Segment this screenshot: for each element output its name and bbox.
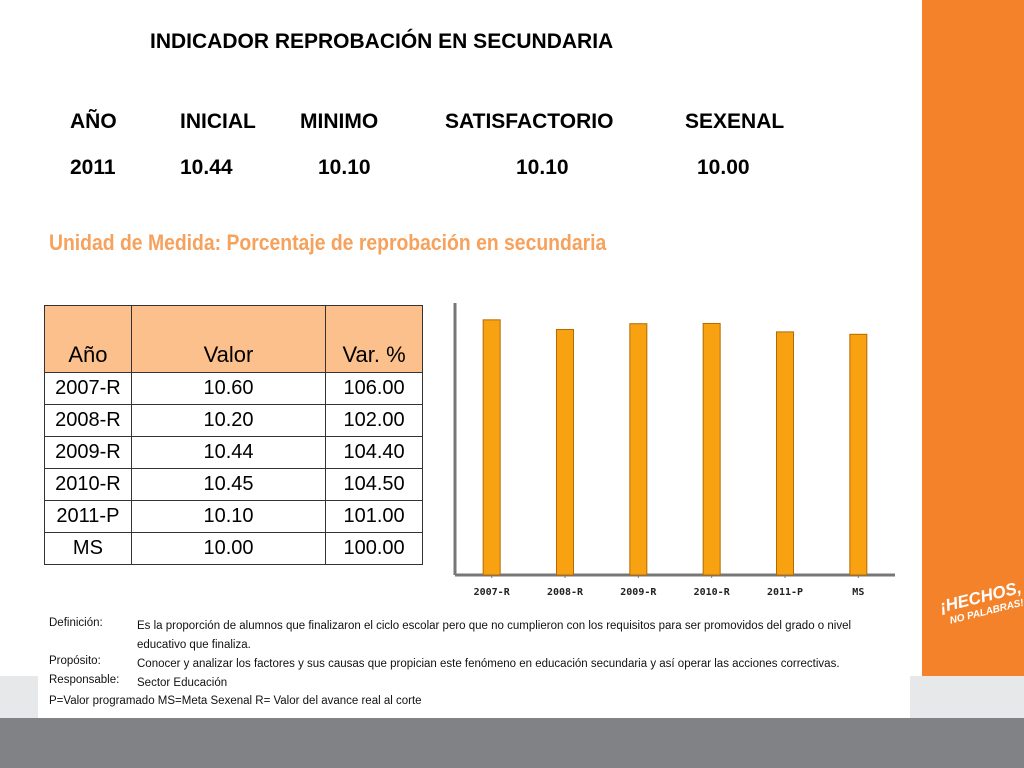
table-header-var: Var. % (325, 305, 423, 373)
x-tick-label: 2009-R (620, 587, 657, 598)
indicator-header-satisfactory: SATISFACTORIO (445, 110, 614, 133)
responsible-text: Sector Educación (137, 677, 228, 689)
x-tick-label: 2008-R (547, 587, 584, 598)
indicator-value-sexenal: 10.00 (697, 156, 750, 179)
x-tick-label: 2010-R (694, 587, 731, 598)
responsible-label: Responsable: (49, 674, 120, 686)
bar-2007-r (482, 319, 501, 576)
responsible-row: Responsable: Sector Educación (49, 674, 899, 693)
page-title: INDICADOR REPROBACIÓN EN SECUNDARIA (150, 30, 614, 53)
unit-of-measure: Unidad de Medida: Porcentaje de reprobac… (49, 230, 607, 255)
data-table: Año Valor Var. % 2007-R 10.60 106.00 200… (44, 305, 423, 565)
table-cell-value: 10.60 (130, 372, 327, 405)
definition-text: Es la proporción de alumnos que finaliza… (137, 620, 852, 651)
table-cell-year: 2011-P (44, 500, 132, 533)
indicator-header-initial: INICIAL (180, 110, 256, 133)
table-row: 2009-R 10.44 104.40 (44, 436, 423, 469)
table-cell-year: 2009-R (44, 436, 132, 469)
orange-side-bar (922, 0, 1024, 676)
table-cell-year: 2008-R (44, 404, 132, 437)
purpose-row: Propósito: Conocer y analizar los factor… (49, 655, 899, 674)
table-cell-var: 104.50 (325, 468, 423, 501)
bar-2008-r (556, 328, 574, 576)
x-tick-label: 2007-R (474, 587, 511, 598)
indicator-value-year: 2011 (70, 156, 116, 179)
definition-panel (38, 600, 910, 718)
indicator-value-minimum: 10.10 (318, 156, 371, 179)
table-cell-var: 100.00 (325, 532, 423, 565)
table-row: 2008-R 10.20 102.00 (44, 404, 423, 437)
table-header-row: Año Valor Var. % (44, 305, 423, 373)
definition-row: Definición: Es la proporción de alumnos … (49, 617, 899, 651)
table-cell-value: 10.10 (130, 500, 327, 533)
bar-chart: 2007-R 2008-R 2009-R 2010-R 2011-P MS (453, 303, 895, 598)
abbreviation-legend: P=Valor programado MS=Meta Sexenal R= Va… (49, 695, 422, 707)
definition-block: Definición: Es la proporción de alumnos … (49, 617, 899, 693)
indicator-value-satisfactory: 10.10 (516, 156, 569, 179)
indicator-header-minimum: MINIMO (300, 110, 379, 133)
table-header-value: Valor (130, 305, 327, 373)
table-header-year: Año (44, 305, 132, 373)
purpose-label: Propósito: (49, 655, 101, 667)
table-cell-year: 2010-R (44, 468, 132, 501)
table-row: 2011-P 10.10 101.00 (44, 500, 423, 533)
table-row: 2007-R 10.60 106.00 (44, 372, 423, 405)
footer-dark-band (0, 718, 1024, 768)
indicator-header-year: AÑO (70, 110, 117, 133)
x-tick-label: 2011-P (767, 587, 803, 598)
table-row: 2010-R 10.45 104.50 (44, 468, 423, 501)
indicator-header-sexenal: SEXENAL (685, 110, 785, 133)
x-tick-label: MS (852, 587, 864, 598)
table-cell-year: MS (44, 532, 132, 565)
table-cell-value: 10.20 (130, 404, 327, 437)
table-cell-value: 10.44 (130, 436, 327, 469)
table-cell-var: 102.00 (325, 404, 423, 437)
table-row: MS 10.00 100.00 (44, 532, 423, 565)
table-cell-var: 104.40 (325, 436, 423, 469)
bar-2009-r (629, 323, 648, 576)
bar-2010-r (702, 322, 721, 576)
definition-label: Definición: (49, 617, 103, 629)
table-cell-value: 10.00 (130, 532, 327, 565)
bar-ms (849, 333, 868, 576)
table-cell-var: 106.00 (325, 372, 423, 405)
indicator-value-initial: 10.44 (180, 156, 233, 179)
table-cell-year: 2007-R (44, 372, 132, 405)
purpose-text: Conocer y analizar los factores y sus ca… (137, 658, 840, 670)
bar-2011-p (776, 331, 794, 576)
table-cell-value: 10.45 (130, 468, 327, 501)
table-cell-var: 101.00 (325, 500, 423, 533)
